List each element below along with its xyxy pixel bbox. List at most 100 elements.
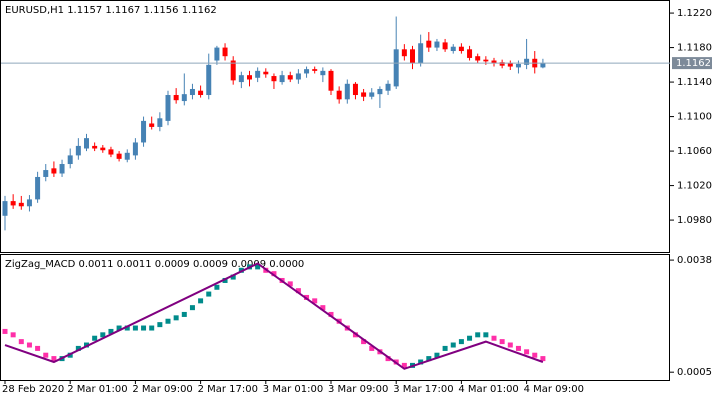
candle-body <box>263 71 269 75</box>
candle-body <box>26 199 32 207</box>
candle-body <box>255 70 261 78</box>
candle-body <box>247 75 252 80</box>
macd-dot <box>84 342 89 348</box>
candle-body <box>181 94 187 102</box>
macd-dot <box>230 274 236 280</box>
candle-body <box>287 75 293 80</box>
y-tick-label: 0.0038 <box>677 255 712 266</box>
candle-body <box>352 83 358 96</box>
macd-dot <box>35 345 41 351</box>
candle-body <box>377 88 383 95</box>
candle-body <box>141 120 147 143</box>
x-tick-label: 28 Feb 2020 <box>2 384 64 395</box>
candle-body <box>410 49 415 64</box>
candle-body <box>328 70 334 91</box>
x-tick-label: 2 Mar 01:00 <box>67 384 127 395</box>
candle-body <box>18 202 24 207</box>
macd-dot <box>524 349 530 355</box>
candle-body <box>524 58 530 65</box>
macd-dot <box>475 332 481 338</box>
macd-dot <box>426 356 432 362</box>
candle-body <box>271 76 277 82</box>
candle-body <box>2 201 8 216</box>
candle-body <box>401 49 407 57</box>
macd-dot <box>43 352 49 358</box>
candle-body <box>499 62 505 66</box>
price-label-box <box>672 57 712 70</box>
macd-dot <box>222 277 228 283</box>
candle-body <box>10 201 16 206</box>
macd-dot <box>418 359 424 365</box>
candle-body <box>59 164 65 174</box>
macd-dot <box>181 311 187 317</box>
macd-dot <box>132 325 138 331</box>
y-tick-label: 1.1060 <box>677 146 712 157</box>
macd-dot <box>515 345 521 351</box>
x-tick-label: 3 Mar 09:00 <box>328 384 388 395</box>
macd-dot <box>320 305 326 311</box>
indicator-panel <box>0 254 670 381</box>
macd-dot <box>458 339 464 345</box>
macd-dot <box>214 284 220 290</box>
macd-dot <box>434 352 440 358</box>
macd-dot <box>385 356 391 362</box>
macd-dot <box>369 345 375 351</box>
candle-body <box>198 90 204 96</box>
macd-dot <box>255 264 261 270</box>
macd-dot <box>116 325 122 331</box>
candle-body <box>116 153 122 159</box>
candle-body <box>238 75 244 83</box>
zigzag-line <box>4 262 544 370</box>
macd-dot <box>10 332 16 338</box>
x-tick-label: 3 Mar 17:00 <box>393 384 453 395</box>
candle-body <box>450 46 456 52</box>
x-tick-label: 4 Mar 01:00 <box>458 384 518 395</box>
candle-body <box>312 69 318 71</box>
candle-body <box>149 123 155 127</box>
macd-dot <box>328 311 334 317</box>
candle-body <box>418 43 424 64</box>
candle-body <box>385 83 391 91</box>
candle-body <box>189 88 195 96</box>
macd-dot <box>157 322 163 328</box>
macd-dot <box>26 342 32 348</box>
candle-body <box>320 70 326 76</box>
candle-body <box>165 95 171 121</box>
macd-dot <box>100 332 106 338</box>
macd-dot <box>450 342 456 348</box>
candle-body <box>35 176 41 200</box>
macd-dot <box>149 325 155 331</box>
candle-body <box>279 75 285 83</box>
macd-dot <box>491 335 497 341</box>
macd-dot <box>442 345 448 351</box>
candle-body <box>507 63 513 67</box>
candle-body <box>483 59 489 62</box>
macd-dot <box>51 356 57 362</box>
candle-body <box>442 42 448 50</box>
macd-dot <box>18 339 24 345</box>
candle-body <box>75 145 81 156</box>
macd-dot <box>2 328 8 334</box>
candle-body <box>230 60 236 81</box>
y-tick-label: 1.1220 <box>677 8 712 19</box>
macd-dot <box>483 332 489 338</box>
macd-dot <box>361 339 367 345</box>
candle-body <box>124 152 130 160</box>
candle-body <box>108 149 114 155</box>
macd-dot <box>108 328 114 334</box>
candle-body <box>295 73 301 80</box>
candle-body <box>393 49 399 87</box>
y-tick-label: 1.0980 <box>677 215 712 226</box>
macd-dot <box>198 298 204 304</box>
candle-body <box>132 142 138 156</box>
y-tick-label: 0.0005 <box>677 367 712 378</box>
y-tick-label: 1.1180 <box>677 43 712 54</box>
macd-dot <box>507 342 513 348</box>
candle-body <box>100 147 106 151</box>
candle-body <box>92 145 98 149</box>
macd-dot <box>287 281 293 287</box>
macd-dot <box>271 271 277 277</box>
x-tick-label: 3 Mar 01:00 <box>263 384 323 395</box>
x-tick-label: 4 Mar 09:00 <box>524 384 584 395</box>
